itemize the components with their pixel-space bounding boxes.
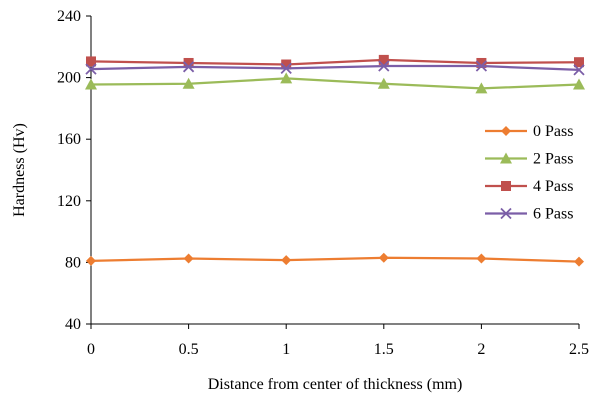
series-layer <box>85 54 585 267</box>
y-axis-ticks: 40 80 120 160 200 240 <box>57 8 91 333</box>
legend-entry: 4 Pass <box>485 178 573 195</box>
data-point <box>182 61 195 73</box>
series-0-pass <box>86 252 584 267</box>
data-point <box>377 77 390 89</box>
x-tick-label: 2.5 <box>569 341 589 358</box>
data-point <box>476 253 487 264</box>
legend-marker <box>500 207 512 220</box>
data-point <box>281 59 292 70</box>
data-point <box>86 255 96 266</box>
y-tick-label: 40 <box>65 316 81 333</box>
x-axis-title: Distance from center of thickness (mm) <box>208 376 463 393</box>
y-tick-label: 200 <box>57 70 81 87</box>
data-point <box>85 63 97 75</box>
data-point <box>574 57 584 68</box>
data-point <box>183 57 194 68</box>
data-point <box>475 60 488 72</box>
legend-marker <box>501 181 511 191</box>
legend-entry: 0 Pass <box>485 123 573 140</box>
series-line <box>90 64 580 72</box>
y-tick-label: 160 <box>57 131 81 148</box>
series-line <box>90 58 580 66</box>
x-tick-label: 1.5 <box>374 341 394 358</box>
legend-marker <box>500 152 512 164</box>
series-line <box>90 256 580 263</box>
series-line <box>90 77 580 90</box>
legend-entry: 2 Pass <box>485 151 573 168</box>
data-point <box>475 82 488 94</box>
data-point <box>280 62 292 74</box>
y-axis-title: Hardness (Hv) <box>11 123 28 217</box>
series-4-pass <box>86 54 584 70</box>
data-point <box>574 256 584 267</box>
plot-area <box>90 16 579 325</box>
legend-label: 0 Pass <box>533 123 573 140</box>
x-tick-label: 0.5 <box>179 341 199 358</box>
y-tick-label: 240 <box>57 8 81 25</box>
y-tick-label: 80 <box>65 254 81 271</box>
data-point <box>85 78 97 90</box>
x-tick-label: 2 <box>477 341 485 358</box>
data-point <box>573 78 585 90</box>
legend-entry: 6 Pass <box>485 206 573 223</box>
series-6-pass <box>85 60 585 76</box>
data-point <box>86 56 96 67</box>
data-point <box>378 60 390 72</box>
x-tick-label: 0 <box>87 341 95 358</box>
data-point <box>378 252 389 263</box>
legend-marker <box>501 126 511 136</box>
data-point <box>378 54 389 65</box>
series-2-pass <box>85 72 585 94</box>
x-axis-ticks: 0 0.5 1 1.5 2 2.5 <box>87 324 589 358</box>
data-point <box>281 255 292 266</box>
data-point <box>182 77 195 89</box>
data-point <box>183 253 194 264</box>
legend-label: 2 Pass <box>533 151 573 168</box>
legend-label: 4 Pass <box>533 178 573 195</box>
x-tick-label: 1 <box>282 341 290 358</box>
data-point <box>280 72 293 84</box>
y-tick-label: 120 <box>57 193 81 210</box>
data-point <box>476 57 487 68</box>
data-point <box>573 64 585 76</box>
legend-label: 6 Pass <box>533 206 573 223</box>
legend: 0 Pass 2 Pass 4 Pass 6 Pass <box>485 123 573 223</box>
